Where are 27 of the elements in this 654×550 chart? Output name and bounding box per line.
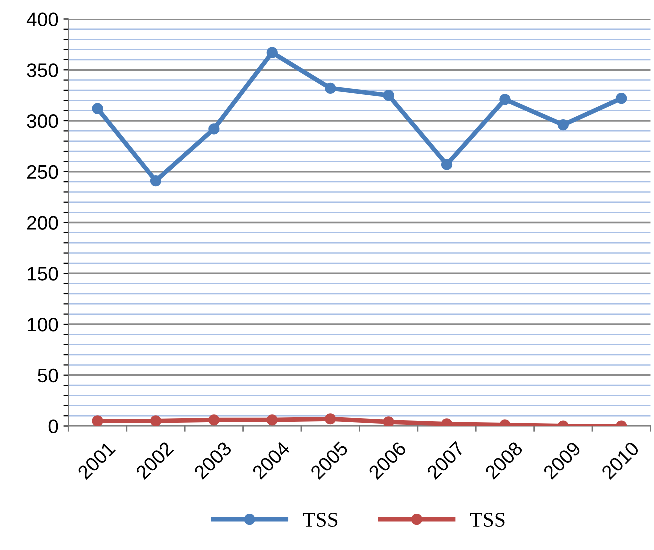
point <box>325 82 336 94</box>
y-tick-label: 400 <box>26 12 58 26</box>
point <box>266 414 278 426</box>
y-tick-label: 150 <box>28 267 58 281</box>
y-tick-label: 100 <box>28 318 58 332</box>
y-tick-label: 250 <box>27 165 58 180</box>
point <box>441 159 453 170</box>
point <box>500 94 511 106</box>
legend-label: TSS <box>303 513 338 528</box>
point <box>558 120 569 131</box>
y-tick-label: 350 <box>27 64 58 78</box>
point <box>383 416 394 426</box>
point <box>92 416 104 426</box>
point <box>208 414 220 426</box>
y-tick-label: 200 <box>27 216 58 230</box>
legend-label: TSS <box>470 513 505 528</box>
point <box>150 416 162 426</box>
point <box>383 90 394 102</box>
point <box>266 47 278 58</box>
y-tick-label: 50 <box>38 368 58 383</box>
y-tick-label: 0 <box>48 420 58 434</box>
point <box>208 124 220 135</box>
point <box>616 93 628 104</box>
point <box>325 414 336 425</box>
point <box>92 103 104 114</box>
point <box>150 175 162 187</box>
y-tick-label: 300 <box>27 114 58 128</box>
